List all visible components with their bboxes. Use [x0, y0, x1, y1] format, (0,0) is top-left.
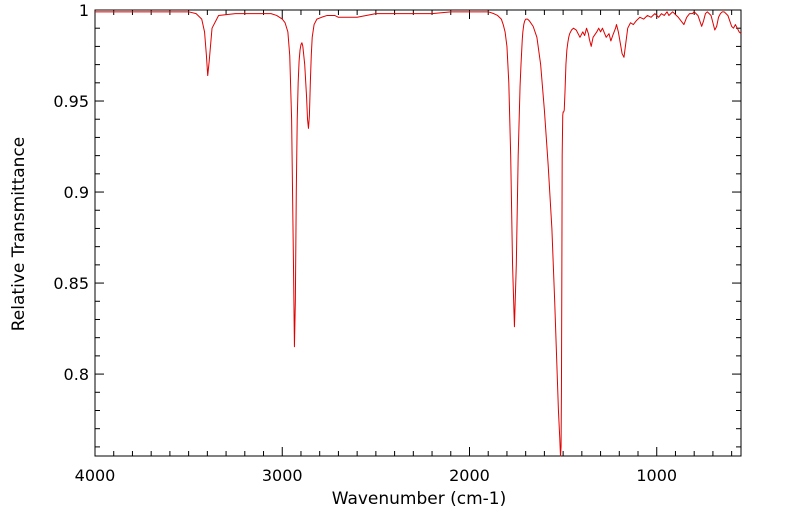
plot-frame — [94, 9, 742, 457]
y-tick-label: 0.8 — [64, 365, 89, 384]
y-tick-label: 0.95 — [53, 92, 89, 111]
x-tick-label: 2000 — [449, 466, 490, 485]
x-tick-label: 4000 — [75, 466, 116, 485]
x-tick-label: 1000 — [636, 466, 677, 485]
y-tick-label: 1 — [79, 1, 89, 20]
x-tick-label: 3000 — [262, 466, 303, 485]
plot-area — [95, 11, 742, 457]
y-tick-label: 0.9 — [64, 183, 89, 202]
spectrum-line-0 — [95, 11, 742, 457]
axes-group: 4000 3000 2000 1000 1 0.95 0.9 0.85 0.8 — [53, 1, 742, 485]
x-axis-title: Wavenumber (cm-1) — [332, 489, 507, 509]
y-tick-label: 0.85 — [53, 274, 89, 293]
y-axis-title: Relative Transmittance — [9, 137, 29, 332]
